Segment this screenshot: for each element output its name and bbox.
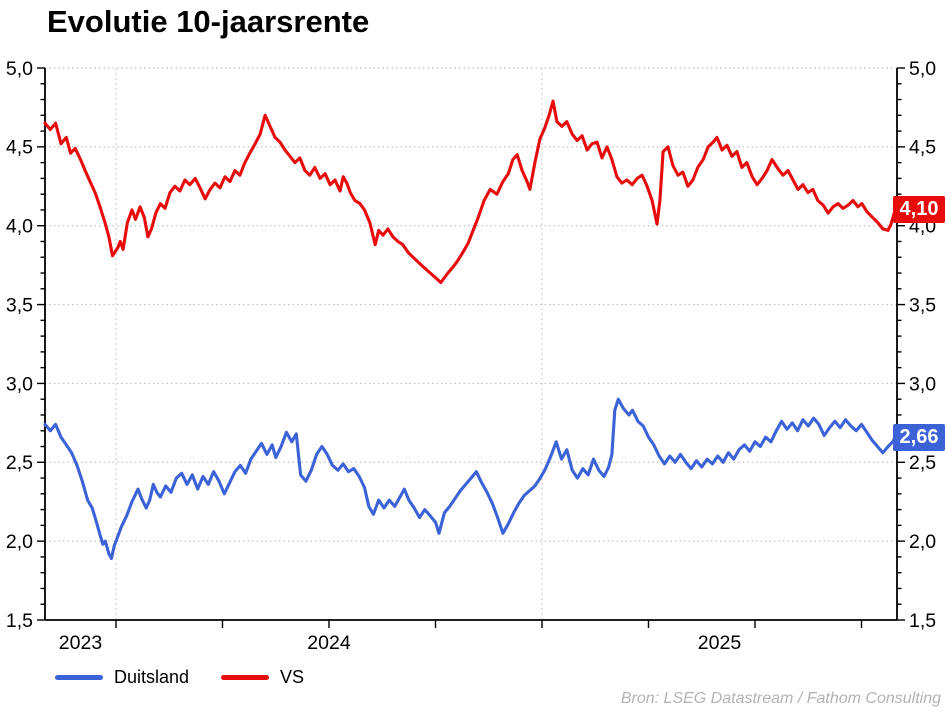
y-axis-label-left: 4,5 [6,137,33,159]
legend-item-vs: VS [221,667,304,688]
y-axis-label-right: 5,0 [909,58,936,80]
last-value-badge-vs: 4,10 [893,196,945,224]
legend-swatch-duitsland [55,675,103,680]
y-axis-label-left: 4,0 [6,216,33,238]
y-axis-label-left: 1,5 [6,610,33,632]
legend-label-duitsland: Duitsland [114,667,190,687]
series-line-vs [43,99,897,285]
legend-item-duitsland: Duitsland [55,667,189,688]
y-axis-label-left: 5,0 [6,58,33,80]
axes [37,67,905,628]
y-axis-label-right: 3,5 [909,294,936,316]
y-axis-label-right: 2,0 [909,531,936,553]
y-axis-label-left: 2,5 [6,452,33,474]
y-axis-label-left: 3,0 [6,373,33,395]
y-axis-label-right: 1,5 [909,610,936,632]
y-axis-label-right: 4,5 [909,137,936,159]
source-credit: Bron: LSEG Datastream / Fathom Consultin… [620,690,941,707]
x-axis-year-label: 2023 [59,632,102,654]
legend-swatch-vs [221,675,270,680]
chart-title: Evolutie 10-jaarsrente [47,4,370,39]
y-axis-label-right: 3,0 [909,373,936,395]
x-axis-year-label: 2024 [307,632,351,654]
x-axis-year-label: 2025 [698,632,742,654]
y-axis-label-right: 2,5 [909,452,936,474]
gridlines [45,67,897,620]
y-axis-label-left: 2,0 [6,531,33,553]
legend-label-vs: VS [280,667,305,687]
last-value-badge-duitsland: 2,66 [893,423,945,451]
series [43,99,897,561]
axis-labels: 5,0 5,04,5 4,54,0 4,03,5 3,53,0 3,02,5 2,52,0 2… [6,58,936,654]
y-axis-label-left: 3,5 [6,294,33,316]
series-line-duitsland [43,397,897,561]
legend: Duitsland VS [55,667,336,688]
